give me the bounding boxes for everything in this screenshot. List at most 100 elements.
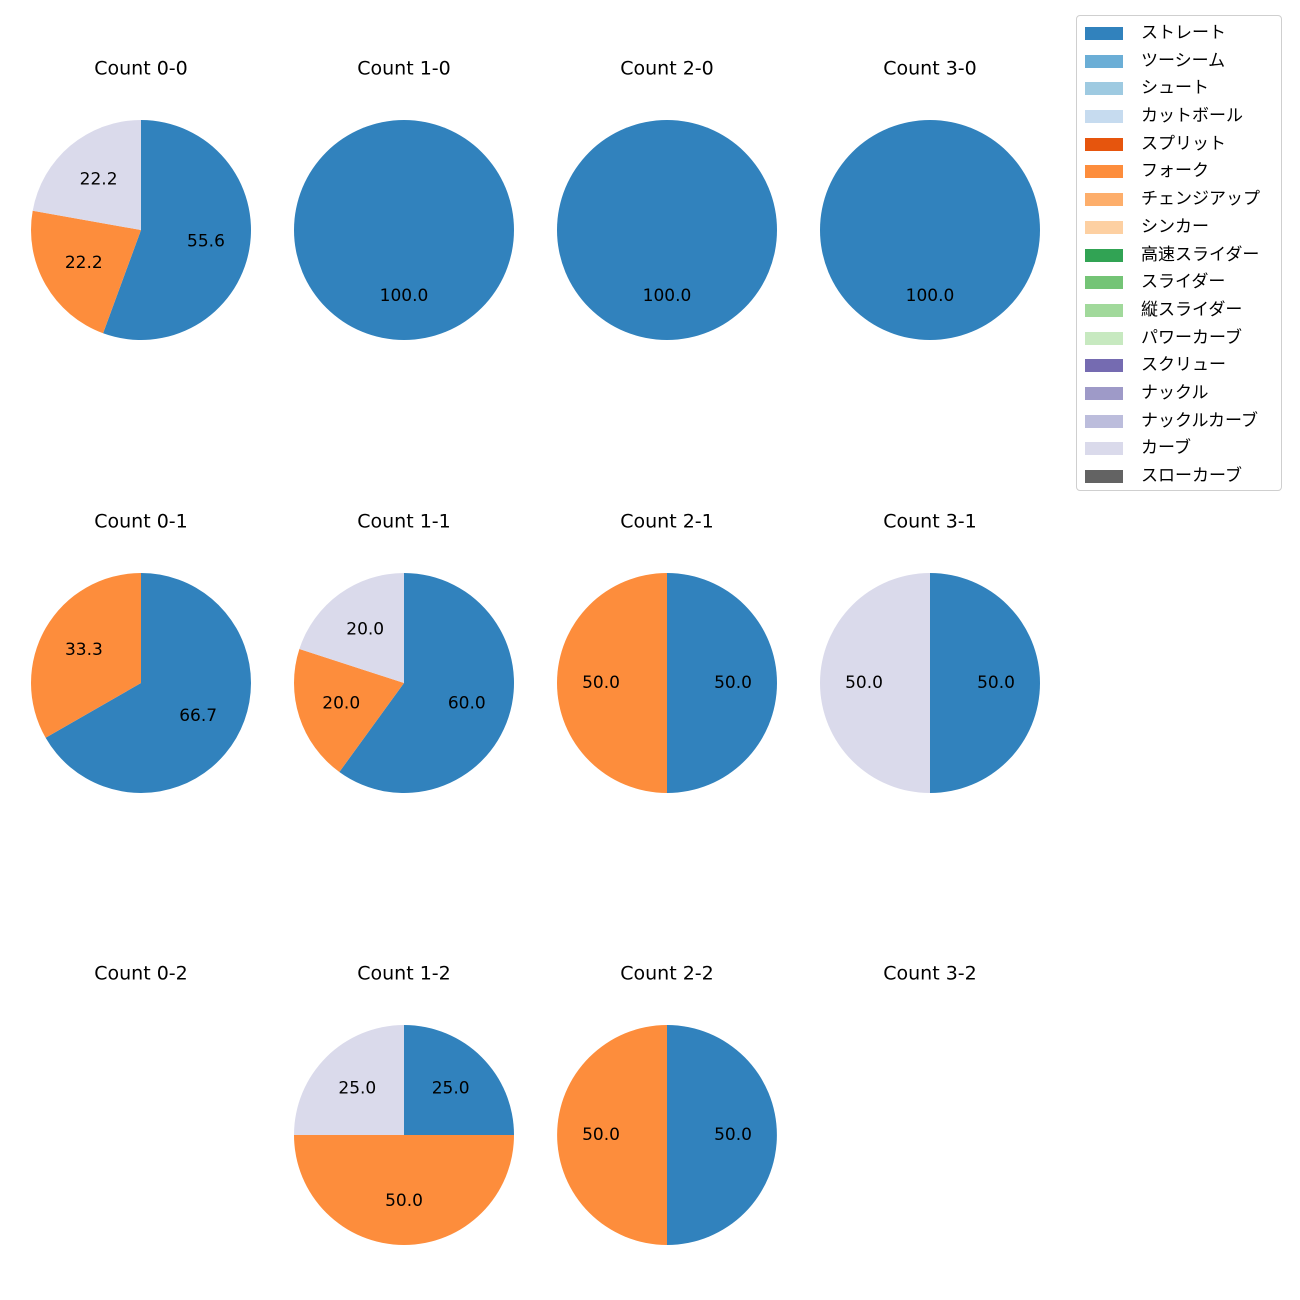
pie-panel: Count 3-0 100.0 <box>820 58 1040 340</box>
slice-label: 25.0 <box>432 1078 470 1098</box>
legend-item: スクリュー <box>1077 352 1281 380</box>
pie-slice <box>299 573 404 683</box>
panel-title: Count 0-2 <box>94 963 188 985</box>
slice-label: 50.0 <box>714 673 752 693</box>
legend-item: スライダー <box>1077 269 1281 297</box>
pie-slice <box>294 120 514 340</box>
legend-swatch <box>1085 359 1123 373</box>
legend-swatch <box>1085 303 1123 317</box>
pie-slice <box>294 1025 404 1135</box>
panel-title: Count 1-0 <box>357 58 451 80</box>
legend-swatch <box>1085 386 1123 400</box>
pie-slice <box>930 573 1040 793</box>
panel-title: Count 2-0 <box>620 58 714 80</box>
legend-label: スライダー <box>1141 272 1226 293</box>
pie-slice <box>557 120 777 340</box>
pie-slice <box>32 120 141 230</box>
legend-label: スクリュー <box>1141 355 1226 376</box>
slice-label: 22.2 <box>65 253 103 273</box>
legend-swatch <box>1085 331 1123 345</box>
legend-item: カーブ <box>1077 435 1281 463</box>
legend-item: カットボール <box>1077 103 1281 131</box>
legend-label: ストレート <box>1141 23 1226 43</box>
legend-label: シンカー <box>1141 216 1209 237</box>
slice-label: 50.0 <box>845 673 883 693</box>
panel-title: Count 3-2 <box>883 963 977 985</box>
legend-item: ストレート <box>1077 20 1281 48</box>
slice-label: 22.2 <box>80 169 118 189</box>
legend-swatch <box>1085 27 1123 40</box>
legend-swatch <box>1085 220 1123 234</box>
pie-panel: Count 2-2 50.0 50.0 <box>557 963 777 1245</box>
panel-title: Count 2-1 <box>620 511 714 533</box>
legend-label: 高速スライダー <box>1141 244 1260 265</box>
legend-label: カーブ <box>1141 438 1191 459</box>
legend-swatch <box>1085 248 1123 262</box>
pie-slice <box>557 1025 667 1245</box>
legend-item: シュート <box>1077 75 1281 103</box>
pie-slice <box>820 120 1040 340</box>
legend-label: 縦スライダー <box>1141 299 1243 320</box>
legend-swatch <box>1085 165 1123 179</box>
legend-swatch <box>1085 82 1123 96</box>
pie-panel: Count 0-2 <box>94 963 188 985</box>
pie-panel: Count 1-1 60.0 20.0 20.0 <box>293 511 514 793</box>
legend-swatch <box>1085 110 1123 124</box>
legend-label: スローカーブ <box>1141 466 1242 486</box>
pie-slice <box>103 120 252 340</box>
slice-label: 33.3 <box>65 640 103 660</box>
pie-panel: Count 0-1 66.7 33.3 <box>30 511 252 793</box>
slice-label: 50.0 <box>385 1191 423 1211</box>
pie-panel: Count 2-0 100.0 <box>557 58 777 340</box>
pie-panel: Count 3-2 <box>883 963 977 985</box>
pie-panel: Count 1-2 25.0 50.0 25.0 <box>294 963 514 1245</box>
pie-slice <box>557 573 667 793</box>
legend-label: スプリット <box>1141 133 1226 154</box>
pie-slice <box>667 573 777 793</box>
slice-label: 25.0 <box>338 1078 376 1098</box>
panel-title: Count 3-0 <box>883 58 977 80</box>
pie-panel: Count 2-1 50.0 50.0 <box>557 511 777 793</box>
panel-title: Count 1-2 <box>357 963 451 985</box>
slice-label: 50.0 <box>977 673 1015 693</box>
pie-slice <box>294 1135 514 1245</box>
panel-title: Count 1-1 <box>357 511 451 533</box>
legend-item: 高速スライダー <box>1077 242 1281 270</box>
pie-slice <box>45 573 252 793</box>
legend-item: フォーク <box>1077 158 1281 186</box>
legend-item: ナックルカーブ <box>1077 408 1281 436</box>
legend-item: チェンジアップ <box>1077 186 1281 214</box>
legend-item: ナックル <box>1077 380 1281 408</box>
slice-label: 55.6 <box>187 232 225 252</box>
pie-slice <box>293 649 404 772</box>
slice-label: 66.7 <box>179 706 217 726</box>
legend-label: シュート <box>1141 78 1209 99</box>
pie-slice <box>667 1025 777 1245</box>
legend-swatch <box>1085 193 1123 207</box>
panel-title: Count 0-0 <box>94 58 188 80</box>
panel-title: Count 3-1 <box>883 511 977 533</box>
slice-label: 50.0 <box>582 1125 620 1145</box>
pie-panel: Count 0-0 55.6 22.2 22.2 <box>30 58 252 340</box>
legend-swatch <box>1085 276 1123 290</box>
legend-item: パワーカーブ <box>1077 325 1281 353</box>
legend-item: スローカーブ <box>1077 463 1281 491</box>
legend-item: ツーシーム <box>1077 48 1281 76</box>
legend-item: シンカー <box>1077 214 1281 242</box>
legend-swatch <box>1085 470 1123 483</box>
slice-label: 50.0 <box>582 673 620 693</box>
legend-item: 縦スライダー <box>1077 297 1281 325</box>
pie-panel: Count 1-0 100.0 <box>294 58 514 340</box>
slice-label: 50.0 <box>714 1125 752 1145</box>
slice-label: 100.0 <box>380 286 429 306</box>
slice-label: 20.0 <box>322 693 360 713</box>
legend-label: ナックルカーブ <box>1141 410 1258 431</box>
legend-item: スプリット <box>1077 131 1281 159</box>
pie-slice <box>339 573 514 793</box>
legend-label: フォーク <box>1141 161 1209 182</box>
legend-swatch <box>1085 54 1123 68</box>
slice-label: 60.0 <box>448 693 486 713</box>
legend-swatch <box>1085 442 1123 456</box>
pie-slice <box>820 573 930 793</box>
